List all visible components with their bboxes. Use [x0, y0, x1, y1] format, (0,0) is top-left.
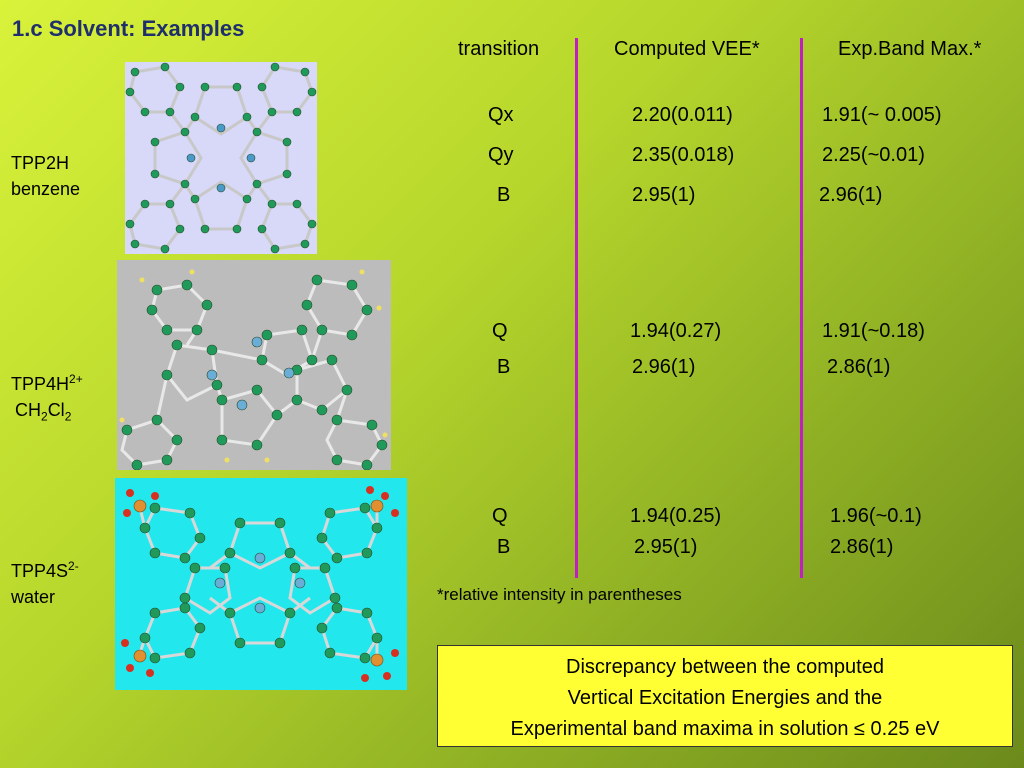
molecule-name-3-text: TPP4S: [11, 561, 69, 581]
footnote: *relative intensity in parentheses: [437, 585, 682, 604]
row-2-computed: 2.35(0.018): [632, 144, 735, 166]
row-6-computed: 1.94(0.25): [630, 505, 722, 527]
molecule-name-1: TPP2H: [11, 153, 70, 173]
solvent-name-1: benzene: [11, 179, 81, 199]
row-7-computed: 2.95(1): [634, 536, 698, 558]
conclusion-box: Discrepancy between the computed Vertica…: [437, 645, 1013, 747]
header-computed-vee: Computed VEE*: [614, 38, 760, 60]
solvent-name-3: water: [11, 587, 56, 607]
molecule-charge-2: 2+: [69, 372, 83, 386]
system-label-3: TPP4S2- water: [11, 553, 79, 610]
row-2-transition: Qy: [488, 144, 514, 166]
system-label-2: TPP4H2+ CH2Cl2: [11, 366, 83, 430]
row-5-transition: B: [497, 356, 511, 378]
row-4-experimental: 1.91(~0.18): [822, 320, 925, 342]
solvent-part: CH: [15, 400, 41, 420]
system-label-1: TPP2H benzene: [11, 150, 80, 202]
row-6-transition: Q: [492, 505, 508, 527]
row-1-transition: Qx: [488, 104, 514, 126]
row-3-transition: B: [497, 184, 511, 206]
molecule-name-3: TPP4S2-: [11, 553, 79, 584]
header-transition: transition: [458, 38, 540, 60]
row-5-computed: 2.96(1): [632, 356, 696, 378]
row-7-experimental: 2.86(1): [830, 536, 894, 558]
row-3-computed: 2.95(1): [632, 184, 696, 206]
header-exp-band-max: Exp.Band Max.*: [838, 38, 982, 60]
column-divider-right: [800, 38, 803, 578]
solvent-subscript: 2: [41, 409, 48, 424]
row-1-experimental: 1.91(~ 0.005): [822, 104, 942, 126]
tpp4s-molecule-image: [115, 478, 407, 690]
row-3-experimental: 2.96(1): [819, 184, 883, 206]
solvent-name-2: CH2Cl2: [11, 397, 83, 430]
tpp4h-molecule-image: [117, 260, 391, 470]
conclusion-line-1: Discrepancy between the computed: [566, 656, 884, 678]
conclusion-line-3: Experimental band maxima in solution ≤ 0…: [510, 718, 940, 740]
row-5-experimental: 2.86(1): [827, 356, 891, 378]
conclusion-line-2: Vertical Excitation Energies and the: [567, 687, 883, 709]
slide-title: 1.c Solvent: Examples: [12, 16, 245, 41]
row-7-transition: B: [497, 536, 511, 558]
solvent-subscript: 2: [64, 409, 72, 424]
tpp2h-molecule-image: [125, 62, 317, 254]
row-4-transition: Q: [492, 320, 508, 342]
molecule-name-2: TPP4H2+: [11, 366, 83, 397]
molecule-charge-3: 2-: [68, 559, 79, 573]
row-4-computed: 1.94(0.27): [630, 320, 722, 342]
row-6-experimental: 1.96(~0.1): [830, 505, 922, 527]
row-2-experimental: 2.25(~0.01): [822, 144, 925, 166]
row-1-computed: 2.20(0.011): [632, 104, 733, 126]
solvent-part: Cl: [47, 400, 65, 420]
molecule-name-2-text: TPP4H: [11, 374, 70, 394]
column-divider-left: [575, 38, 578, 578]
